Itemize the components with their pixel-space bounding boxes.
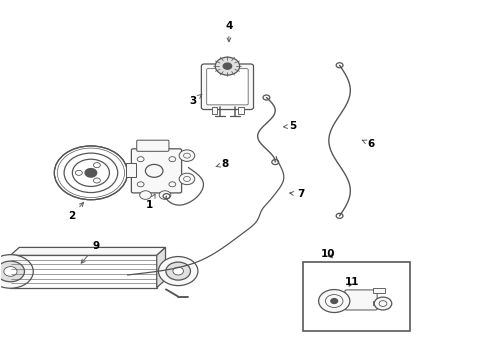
FancyBboxPatch shape bbox=[201, 64, 253, 109]
Text: 9: 9 bbox=[81, 241, 99, 263]
Circle shape bbox=[173, 267, 183, 275]
Circle shape bbox=[0, 255, 33, 288]
Circle shape bbox=[223, 63, 231, 69]
Bar bbox=[10, 255, 157, 288]
Circle shape bbox=[165, 262, 190, 280]
Text: 10: 10 bbox=[321, 248, 335, 258]
Circle shape bbox=[373, 297, 391, 310]
Bar bbox=[211, 107, 217, 114]
Circle shape bbox=[179, 150, 194, 161]
Bar bbox=[126, 163, 136, 177]
Polygon shape bbox=[10, 247, 165, 255]
Bar bbox=[303, 262, 409, 330]
Circle shape bbox=[335, 213, 342, 219]
Text: 5: 5 bbox=[283, 121, 296, 131]
Circle shape bbox=[140, 191, 151, 199]
Bar bbox=[238, 107, 244, 114]
Circle shape bbox=[263, 95, 269, 100]
Circle shape bbox=[330, 298, 337, 303]
Circle shape bbox=[158, 257, 198, 285]
Circle shape bbox=[335, 63, 342, 68]
Circle shape bbox=[318, 289, 349, 312]
Circle shape bbox=[93, 178, 100, 183]
Text: 7: 7 bbox=[289, 189, 304, 199]
Circle shape bbox=[93, 163, 100, 168]
Circle shape bbox=[163, 194, 169, 199]
Circle shape bbox=[215, 57, 239, 75]
Text: 1: 1 bbox=[145, 194, 155, 210]
Circle shape bbox=[0, 261, 24, 282]
Bar bbox=[372, 301, 385, 305]
Circle shape bbox=[159, 191, 170, 199]
Bar bbox=[372, 288, 385, 293]
Circle shape bbox=[271, 159, 278, 165]
Circle shape bbox=[179, 173, 194, 185]
FancyBboxPatch shape bbox=[206, 69, 247, 105]
Circle shape bbox=[4, 267, 17, 276]
Polygon shape bbox=[157, 247, 165, 288]
Circle shape bbox=[54, 146, 127, 200]
Text: 3: 3 bbox=[189, 94, 202, 106]
Text: 4: 4 bbox=[225, 21, 232, 42]
FancyBboxPatch shape bbox=[137, 140, 168, 151]
Circle shape bbox=[124, 273, 131, 278]
Text: 6: 6 bbox=[362, 139, 374, 149]
Text: 2: 2 bbox=[68, 203, 83, 221]
FancyBboxPatch shape bbox=[344, 290, 376, 310]
Circle shape bbox=[75, 170, 82, 175]
Circle shape bbox=[85, 168, 97, 177]
Text: 8: 8 bbox=[215, 159, 228, 169]
Text: 11: 11 bbox=[344, 277, 358, 287]
FancyBboxPatch shape bbox=[131, 149, 181, 193]
